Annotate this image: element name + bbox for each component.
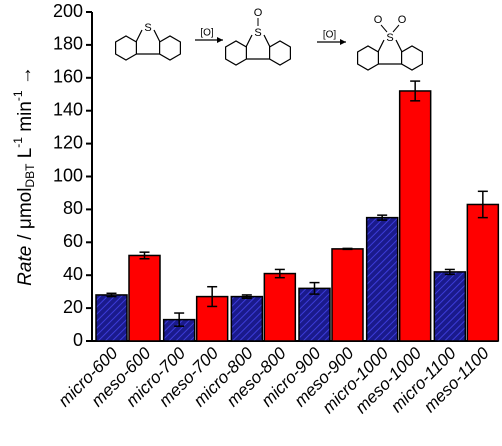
ring [135, 29, 161, 55]
y-label-part: DBT [23, 163, 37, 188]
y-label-part: → [15, 66, 36, 90]
y-label-text: Rate/ μmolDBT L-1 min-1 → [11, 66, 37, 286]
ring [245, 34, 271, 60]
error-bar [444, 268, 455, 276]
arrow-head [217, 37, 223, 43]
y-label-part: min [15, 101, 36, 137]
error-bar [174, 312, 185, 327]
error-bar [106, 292, 117, 298]
molecule: SO O [357, 14, 423, 71]
bar [298, 287, 331, 342]
atom-label: O [254, 7, 263, 19]
error-bar [342, 247, 353, 251]
bar [263, 272, 297, 342]
y-tick-label: 20 [63, 297, 83, 317]
bond [392, 24, 400, 33]
bar [433, 271, 467, 342]
bar [466, 203, 500, 342]
y-tick-label: 60 [63, 231, 83, 251]
molecule: S [115, 22, 181, 61]
error-bar [274, 268, 285, 279]
bar [331, 248, 364, 342]
error-bar [309, 281, 320, 295]
molecule: SO [225, 7, 291, 66]
y-label-part: Rate [15, 246, 36, 286]
y-tick-label: 140 [53, 99, 83, 119]
ring [357, 45, 423, 71]
atom-label: S [254, 27, 261, 39]
y-tick-label: 120 [53, 132, 83, 152]
atom-label: O [398, 14, 407, 26]
bar [95, 294, 128, 342]
y-tick-label: 80 [63, 198, 83, 218]
bond [380, 24, 388, 33]
error-bar [377, 214, 388, 221]
y-label-part: -1 [11, 137, 25, 148]
y-tick-label: 0 [73, 330, 83, 350]
error-bar [241, 294, 252, 299]
arrow-head [340, 39, 346, 45]
y-tick-label: 200 [53, 1, 83, 21]
y-label-part: L [15, 148, 36, 164]
y-tick-label: 40 [63, 264, 83, 284]
y-label-part: / μmol [15, 188, 36, 240]
bar [398, 90, 432, 342]
atom-label: S [386, 32, 393, 44]
atom-label: O [374, 14, 383, 26]
y-axis-label: Rate/ μmolDBT L-1 min-1 → [11, 66, 37, 286]
annotation: [O] [323, 30, 337, 41]
atom-label: S [144, 22, 151, 34]
bar [128, 254, 161, 342]
bar [230, 295, 264, 342]
error-bar [477, 190, 488, 219]
ring [115, 35, 181, 61]
ring [377, 39, 403, 65]
error-bar [410, 80, 421, 102]
y-tick-label: 180 [53, 34, 83, 54]
error-bar [139, 251, 150, 260]
ring [225, 40, 291, 66]
y-tick-label: 160 [53, 67, 83, 87]
y-tick-label: 100 [53, 165, 83, 185]
y-label-part: -1 [11, 90, 25, 101]
annotation: [O] [200, 28, 214, 39]
error-bar [207, 285, 218, 308]
bar [365, 216, 399, 342]
